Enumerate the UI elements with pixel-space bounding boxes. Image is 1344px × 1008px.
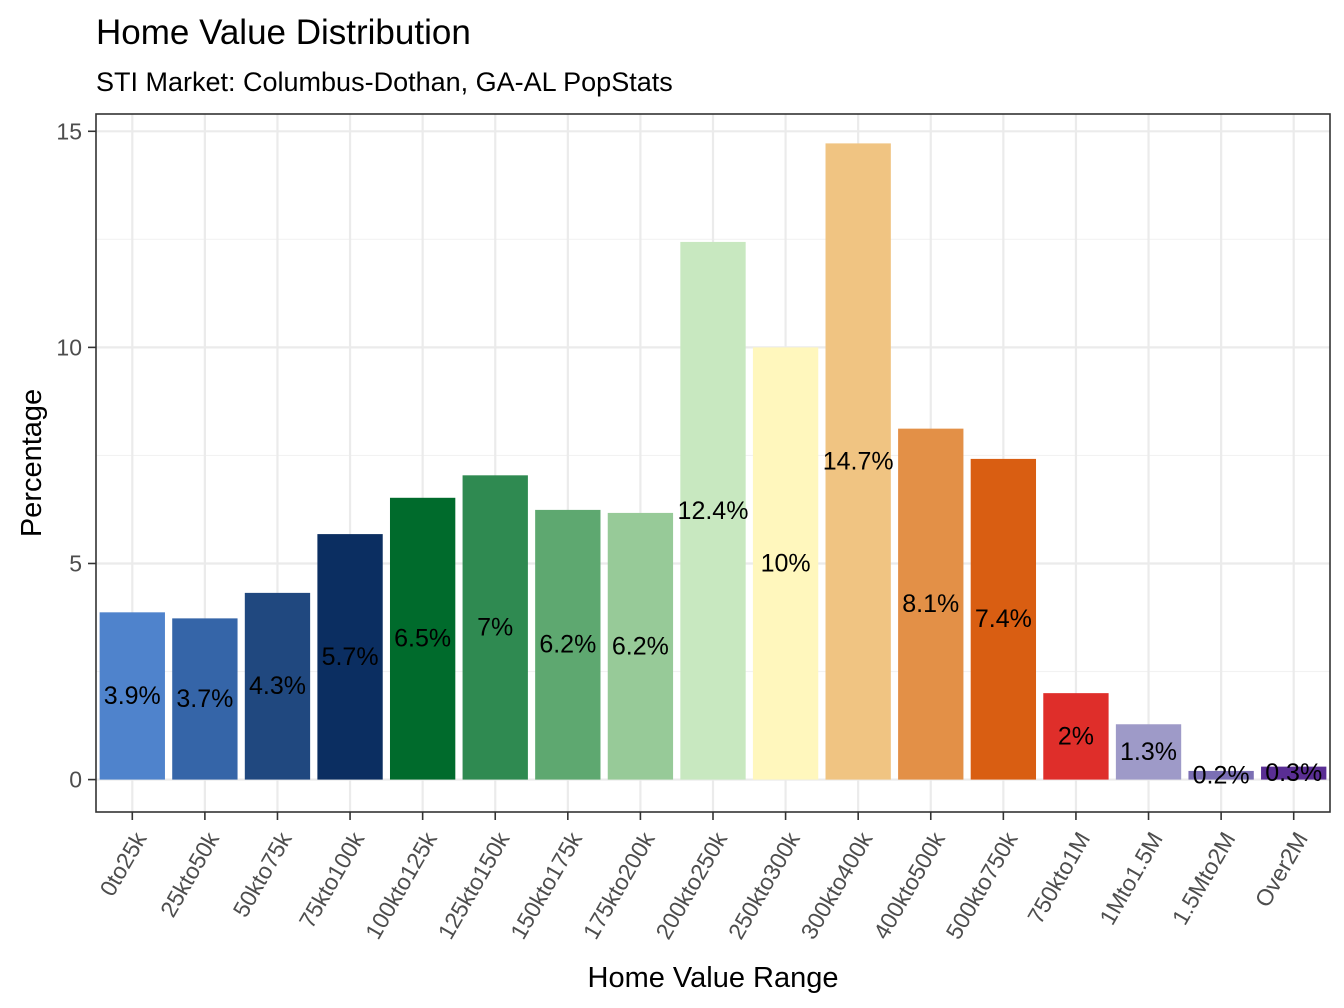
x-tick-label: 1Mto1.5M [1094, 828, 1168, 930]
data-label-200kto250k: 12.4% [678, 497, 749, 525]
data-label-250kto300k: 10% [761, 549, 811, 577]
data-label-125kto150k: 7% [477, 613, 513, 641]
bar-0to25k [99, 612, 165, 780]
data-label-Over2M: 0.3% [1265, 759, 1322, 787]
data-label-1.5Mto2M: 0.2% [1193, 761, 1250, 789]
bar-200kto250k [680, 241, 746, 780]
data-label-50kto75k: 4.3% [249, 672, 306, 700]
bar-150kto175k [535, 509, 601, 780]
data-label-150kto175k: 6.2% [539, 631, 596, 659]
bar-75kto100k [317, 534, 383, 780]
x-tick-label: 25kto50k [155, 827, 224, 921]
bars [99, 143, 1327, 780]
bar-750kto1M [1043, 693, 1109, 780]
x-axis: 0to25k 25kto50k 50kto75k75kto100k100kto125… [95, 812, 1313, 944]
bar-1Mto1.5M [1115, 724, 1182, 780]
data-label-750kto1M: 2% [1058, 722, 1094, 750]
y-tick-label: 5 [69, 550, 82, 576]
bar-125kto150k [462, 475, 528, 780]
data-label-500kto750k: 7.4% [975, 605, 1032, 633]
x-tick-label: 500kto750k [941, 827, 1023, 943]
bar-50kto75k [244, 592, 311, 780]
bar-250kto300k [752, 347, 819, 780]
x-tick-label: 175kto200k [578, 827, 660, 943]
data-label-25kto50k: 3.7% [176, 685, 233, 713]
x-tick-label: 150kto175k [505, 827, 587, 943]
x-tick-label: 250kto300k [723, 827, 805, 943]
x-tick-label: 200kto250k [650, 827, 732, 943]
x-tick-label: Over2M [1250, 828, 1313, 912]
chart-title: Home Value Distribution [96, 13, 471, 52]
data-label-175kto200k: 6.2% [612, 632, 669, 660]
x-tick-label: 400kto500k [868, 827, 950, 943]
y-axis: 0 5 10 15 [56, 118, 96, 793]
data-labels: 3.9% 3.7% 4.3% 5.7% 6.5% 7% 6.2% 6.2% 12.4% 10% 14… [104, 447, 1322, 789]
x-tick-label: 125kto150k [433, 827, 515, 943]
data-label-300kto400k: 14.7% [823, 447, 894, 475]
x-tick-label: 50kto75k [228, 827, 297, 921]
data-label-400kto500k: 8.1% [902, 590, 959, 618]
y-tick-label: 0 [69, 767, 82, 793]
bar-Over2M [1261, 766, 1327, 780]
bar-300kto400k [825, 143, 891, 780]
bar-1.5Mto2M [1188, 770, 1254, 780]
x-tick-label: 0to25k [95, 827, 152, 900]
bar-500kto750k [970, 458, 1037, 780]
y-tick-label: 15 [56, 118, 82, 144]
x-tick-label: 100kto125k [360, 827, 442, 943]
bar-100kto125k [389, 497, 456, 780]
x-tick-label: 75kto100k [294, 827, 370, 932]
bar-175kto200k [607, 512, 674, 780]
x-axis-title: Home Value Range [588, 962, 839, 994]
bar-25kto50k [172, 618, 238, 780]
data-label-0to25k: 3.9% [104, 682, 161, 710]
y-tick-label: 10 [56, 334, 82, 360]
chart-subtitle: STI Market: Columbus-Dothan, GA-AL PopSt… [96, 67, 673, 97]
bar-400kto500k [898, 428, 964, 780]
data-label-1Mto1.5M: 1.3% [1120, 738, 1177, 766]
data-label-75kto100k: 5.7% [322, 643, 379, 671]
data-label-100kto125k: 6.5% [394, 625, 451, 653]
y-axis-title: Percentage [16, 389, 48, 537]
x-tick-label: 750kto1M [1022, 828, 1095, 928]
x-tick-label: 300kto400k [795, 827, 877, 943]
x-tick-label: 1.5Mto2M [1167, 828, 1241, 930]
